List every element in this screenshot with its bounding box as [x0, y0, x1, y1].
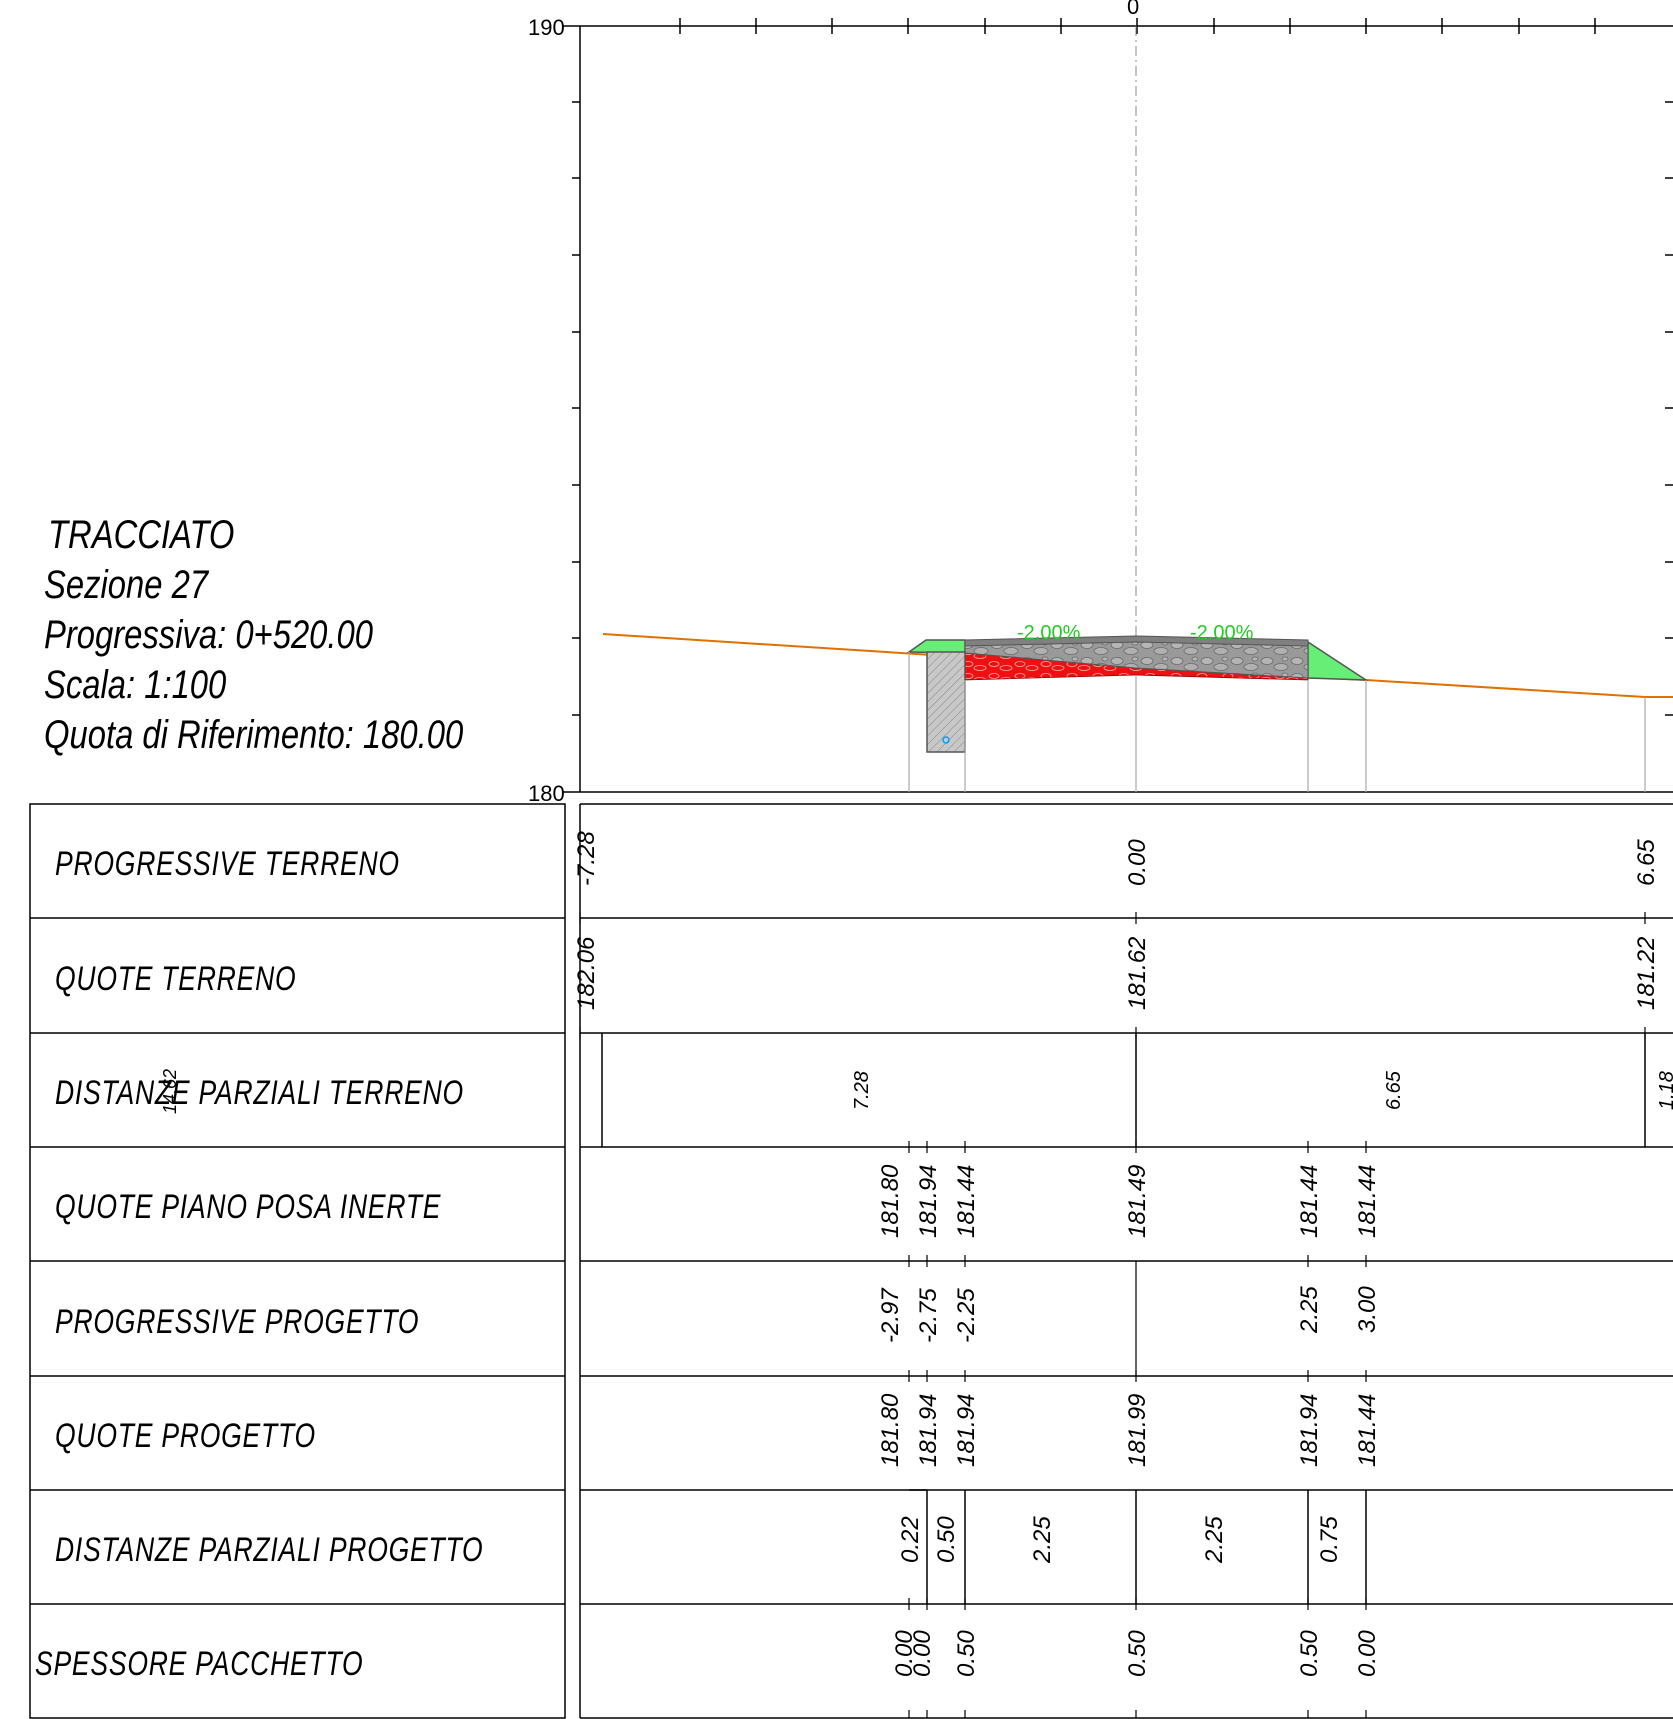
value-quote-terreno-2: 181.62 [1124, 937, 1151, 1010]
value-quote-progetto-6: 181.44 [1354, 1394, 1381, 1467]
value-quote-progetto-5: 181.94 [1296, 1394, 1323, 1467]
info-section: Sezione 27 [44, 562, 210, 607]
value-dist-terreno-4: 1.18 [1656, 1071, 1673, 1110]
axis-center-label: 0 [1127, 0, 1139, 19]
right-fill [1307, 640, 1369, 681]
value-spessore-1: 0.00 [891, 1630, 918, 1677]
value-quote-posa-2: 181.94 [915, 1165, 942, 1238]
value-spessore-4: 0.50 [1124, 1630, 1151, 1677]
axis-top-label: 190 [528, 15, 565, 40]
value-prog-terreno-3: 6.65 [1633, 839, 1660, 886]
axis-bottom-label: 180 [528, 781, 565, 806]
value-quote-progetto-1: 181.80 [877, 1393, 904, 1467]
value-dist-progetto-1: 0.22 [897, 1516, 924, 1563]
row-label-progressive-progetto: PROGRESSIVE PROGETTO [55, 1303, 419, 1341]
data-table [29, 803, 1673, 1719]
road-section [602, 633, 1673, 792]
row-label-quote-progetto: QUOTE PROGETTO [55, 1417, 316, 1455]
row-label-quote-terreno: QUOTE TERRENO [55, 960, 296, 998]
value-quote-progetto-3: 181.94 [953, 1394, 980, 1467]
row-label-distanze-parziali-progetto: DISTANZE PARZIALI PROGETTO [55, 1531, 483, 1569]
curb-wall [926, 651, 966, 753]
value-quote-posa-3: 181.44 [953, 1165, 980, 1238]
info-progressive: Progressiva: 0+520.00 [44, 612, 374, 657]
slope-right-label: -2.00% [1190, 622, 1254, 644]
value-prog-progetto-2: -2.75 [915, 1288, 942, 1343]
drain-marker [942, 736, 950, 744]
slope-left-label: -2.00% [1017, 622, 1081, 644]
value-quote-posa-6: 181.44 [1354, 1165, 1381, 1238]
value-quote-progetto-4: 181.99 [1124, 1394, 1151, 1467]
info-title: TRACCIATO [48, 512, 234, 557]
value-prog-progetto-5: 3.00 [1354, 1286, 1381, 1333]
row-label-spessore-pacchetto: SPESSORE PACCHETTO [35, 1645, 363, 1683]
value-dist-progetto-3: 2.25 [1029, 1516, 1056, 1564]
value-dist-progetto-5: 0.75 [1316, 1516, 1343, 1563]
value-prog-progetto-4: 2.25 [1296, 1286, 1323, 1334]
value-dist-terreno-3: 6.65 [1383, 1070, 1405, 1110]
section-info: TRACCIATO Sezione 27 Progressiva: 0+520.… [44, 512, 464, 757]
value-dist-terreno-1: 14.62 [160, 1069, 180, 1114]
value-quote-terreno-1: 182.06 [573, 936, 600, 1010]
value-dist-terreno-2: 7.28 [851, 1071, 873, 1110]
table-values: -7.28 0.00 6.65 182.06 181.62 181.22 14.… [160, 831, 1673, 1677]
value-quote-posa-1: 181.80 [877, 1164, 904, 1238]
value-dist-progetto-2: 0.50 [933, 1516, 960, 1563]
value-spessore-6: 0.00 [1354, 1630, 1381, 1677]
info-scale: Scala: 1:100 [44, 662, 227, 707]
row-label-progressive-terreno: PROGRESSIVE TERRENO [55, 845, 400, 883]
value-prog-progetto-1: -2.97 [877, 1287, 904, 1343]
left-fill [906, 639, 966, 654]
section-axes [562, 18, 1673, 793]
row-label-quote-piano-posa: QUOTE PIANO POSA INERTE [55, 1188, 441, 1226]
value-dist-progetto-4: 2.25 [1201, 1516, 1228, 1564]
value-prog-progetto-3: -2.25 [953, 1288, 980, 1343]
value-quote-posa-5: 181.44 [1296, 1165, 1323, 1238]
row-label-distanze-parziali-terreno: DISTANZE PARZIALI TERRENO [55, 1074, 464, 1112]
value-quote-progetto-2: 181.94 [915, 1394, 942, 1467]
value-spessore-5: 0.50 [1296, 1630, 1323, 1677]
value-spessore-3: 0.50 [953, 1630, 980, 1677]
value-spessore-2: 0.00 [909, 1630, 936, 1677]
value-prog-terreno-1: -7.28 [573, 831, 600, 886]
value-quote-terreno-3: 181.22 [1633, 937, 1660, 1010]
info-reference: Quota di Riferimento: 180.00 [44, 712, 464, 757]
value-prog-terreno-2: 0.00 [1124, 839, 1151, 886]
value-quote-posa-4: 181.49 [1124, 1165, 1151, 1238]
pavement-layer [964, 635, 1309, 647]
